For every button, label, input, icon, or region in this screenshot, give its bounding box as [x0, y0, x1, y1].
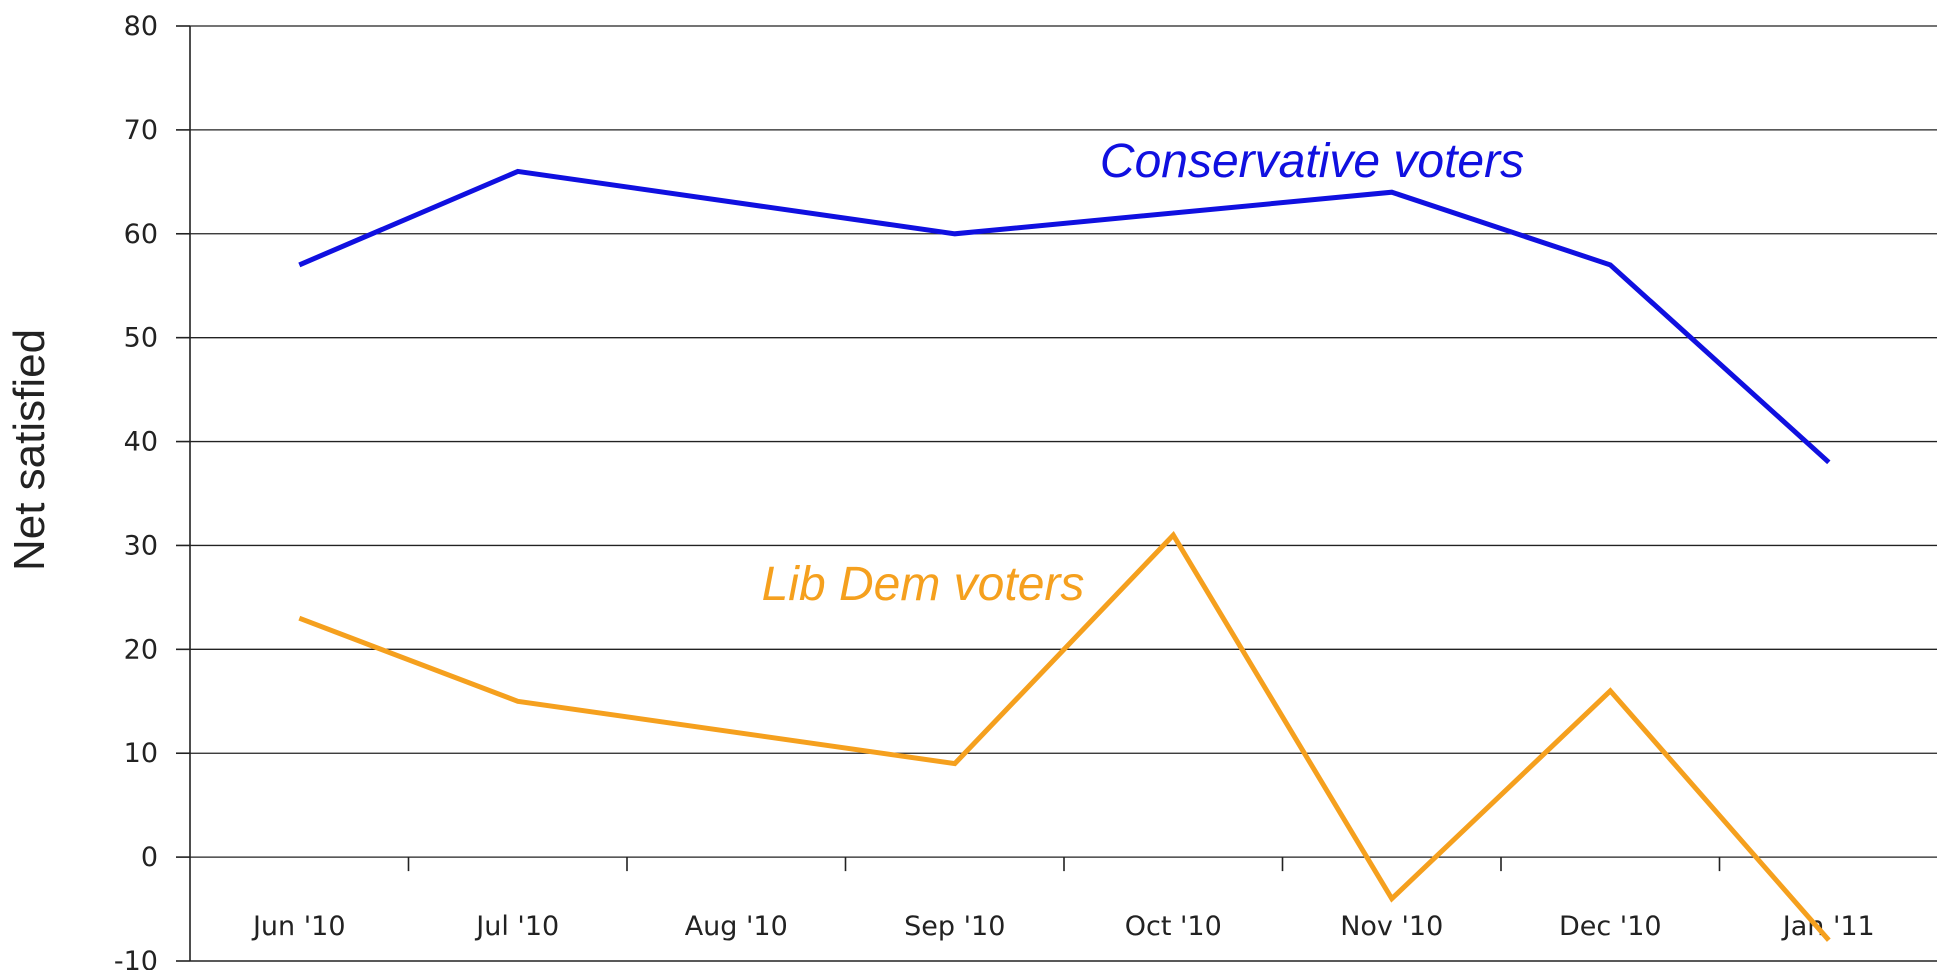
x-tick-label-sep-10: Sep '10 [904, 911, 1005, 942]
x-tick-label-oct-10: Oct '10 [1125, 911, 1222, 942]
x-tick-label-nov-10: Nov '10 [1340, 911, 1443, 942]
series-line-conservative-voters [298, 168, 1831, 465]
series-line-lib-dem-voters [298, 531, 1831, 942]
axes [176, 25, 1937, 962]
x-tick-labels: Jun '10 Jul '10 Aug '10 Sep '10 Oct '10 Nov '… [251, 911, 1875, 942]
x-tick-label-dec-10: Dec '10 [1559, 911, 1662, 942]
y-tick-label-80: 80 [124, 11, 158, 42]
y-tick-label-50: 50 [124, 323, 158, 354]
y-tick-label-30: 30 [124, 530, 158, 561]
y-tick-label-20: 20 [124, 634, 158, 665]
y-tick-label-10: -10 [114, 946, 158, 970]
grid-lines [190, 25, 1937, 858]
x-tick-label-aug-10: Aug '10 [685, 911, 788, 942]
y-tick-label-70: 70 [124, 115, 158, 146]
y-tick-label-10: 10 [124, 738, 158, 769]
y-axis-label: Net satisfied [5, 329, 54, 571]
y-tick-label-60: 60 [124, 219, 158, 250]
y-tick-labels: -10 0 10 20 30 40 50 60 70 80 [114, 11, 158, 970]
series-label-conservative-voters: Conservative voters [1100, 135, 1524, 188]
x-tick-label-jul-10: Jul '10 [474, 911, 559, 942]
series-lines [298, 168, 1831, 942]
y-tick-label-0: 0 [141, 842, 158, 873]
series-label-lib-dem-voters: Lib Dem voters [762, 558, 1085, 611]
y-tick-label-40: 40 [124, 427, 158, 458]
x-tick-label-jun-10: Jun '10 [251, 911, 346, 942]
